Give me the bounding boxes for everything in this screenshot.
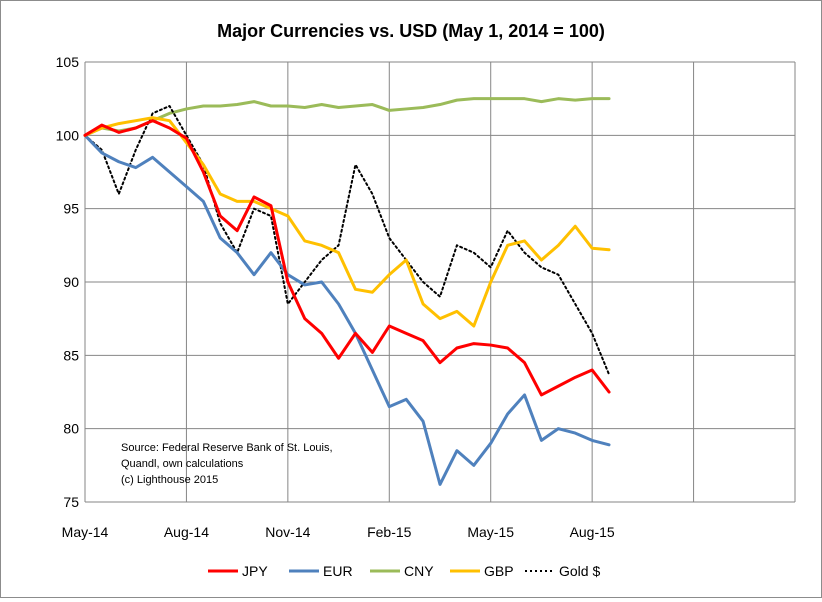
series-line-cny (83, 97, 611, 137)
x-tick-label: Aug-15 (570, 524, 615, 540)
source-line-2: Quandl, own calculations (121, 458, 244, 470)
y-tick-labels: 75 80 85 90 95 100 105 (56, 54, 80, 510)
source-line-3: (c) Lighthouse 2015 (121, 474, 218, 486)
x-tick-label: Feb-15 (367, 524, 412, 540)
x-tick-label: May-14 (62, 524, 109, 540)
gridlines (84, 61, 796, 503)
y-tick-label: 95 (63, 201, 79, 217)
x-tick-label: May-15 (467, 524, 514, 540)
series-line-eur (83, 133, 611, 486)
y-tick-label: 85 (63, 347, 79, 363)
source-note: Source: Federal Reserve Bank of St. Loui… (121, 442, 333, 486)
series-line-jpy (83, 119, 611, 397)
series-lines (83, 97, 611, 486)
legend-label: GBP (484, 563, 514, 579)
x-tick-label: Aug-14 (164, 524, 209, 540)
source-line-1: Source: Federal Reserve Bank of St. Loui… (121, 442, 333, 454)
y-tick-label: 105 (56, 54, 80, 70)
x-tick-label: Nov-14 (265, 524, 310, 540)
legend-label: JPY (242, 563, 268, 579)
series-line-gbp (83, 116, 611, 328)
y-tick-label: 75 (63, 494, 79, 510)
legend-label: EUR (323, 563, 353, 579)
x-tick-labels: May-14 Aug-14 Nov-14 Feb-15 May-15 Aug-15 (62, 524, 615, 540)
series-line-gold (84, 105, 611, 376)
chart-title: Major Currencies vs. USD (May 1, 2014 = … (217, 21, 605, 41)
legend-label: CNY (404, 563, 434, 579)
legend: JPY EUR CNY GBP Gold $ (208, 563, 600, 579)
y-tick-label: 80 (63, 421, 79, 437)
legend-label: Gold $ (559, 563, 600, 579)
y-tick-label: 90 (63, 274, 79, 290)
y-tick-label: 100 (56, 127, 80, 143)
